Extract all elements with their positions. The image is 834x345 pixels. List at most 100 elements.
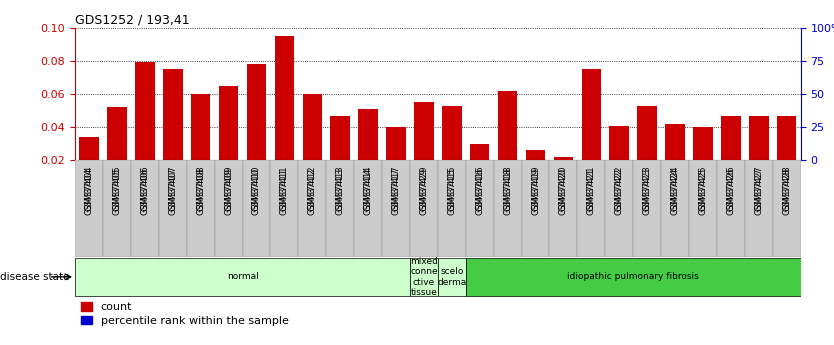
Text: GSM37411: GSM37411 [280, 165, 289, 211]
Bar [666, 124, 685, 194]
FancyBboxPatch shape [187, 160, 214, 257]
Bar [498, 91, 517, 194]
FancyBboxPatch shape [326, 160, 354, 257]
FancyBboxPatch shape [438, 258, 465, 296]
FancyBboxPatch shape [550, 160, 577, 257]
Bar [637, 106, 657, 194]
FancyBboxPatch shape [521, 160, 550, 257]
Text: GSM37426: GSM37426 [726, 168, 736, 215]
FancyBboxPatch shape [75, 160, 103, 257]
Text: GSM37420: GSM37420 [559, 165, 568, 211]
Bar [721, 190, 741, 194]
Bar [637, 189, 657, 194]
Bar [330, 190, 350, 194]
Text: GSM37415: GSM37415 [447, 168, 456, 215]
Text: GSM37427: GSM37427 [754, 168, 763, 215]
Text: idiopathic pulmonary fibrosis: idiopathic pulmonary fibrosis [567, 272, 699, 282]
Text: GSM37410: GSM37410 [252, 165, 261, 211]
Text: GSM37419: GSM37419 [531, 168, 540, 215]
Bar [581, 187, 601, 194]
Text: GSM37404: GSM37404 [84, 165, 93, 211]
Text: GDS1252 / 193,41: GDS1252 / 193,41 [75, 13, 189, 27]
Bar [107, 190, 127, 194]
Bar [777, 116, 796, 194]
Text: GSM37407: GSM37407 [168, 168, 178, 215]
Bar [777, 190, 796, 194]
FancyBboxPatch shape [75, 258, 410, 296]
FancyBboxPatch shape [717, 160, 745, 257]
Bar [470, 144, 490, 194]
Bar [414, 190, 434, 194]
Bar [414, 102, 434, 194]
Text: GSM37425: GSM37425 [698, 165, 707, 211]
Bar [135, 189, 154, 194]
Text: GSM37424: GSM37424 [671, 165, 680, 211]
Text: GSM37428: GSM37428 [782, 168, 791, 215]
Bar [386, 190, 406, 194]
Text: disease state: disease state [0, 272, 69, 282]
FancyBboxPatch shape [633, 160, 661, 257]
Bar [693, 190, 713, 194]
Text: GSM37409: GSM37409 [224, 168, 233, 215]
FancyBboxPatch shape [438, 160, 465, 257]
Bar [554, 157, 573, 194]
Text: GSM37413: GSM37413 [335, 165, 344, 211]
Text: GSM37422: GSM37422 [615, 168, 624, 215]
Bar [498, 189, 517, 194]
Text: GSM37408: GSM37408 [196, 165, 205, 211]
Bar [442, 189, 461, 194]
Bar [79, 190, 98, 194]
FancyBboxPatch shape [605, 160, 633, 257]
FancyBboxPatch shape [382, 160, 410, 257]
Bar [359, 109, 378, 194]
Text: GSM37414: GSM37414 [364, 165, 373, 211]
Bar [693, 127, 713, 194]
FancyBboxPatch shape [410, 258, 438, 296]
Bar [442, 106, 461, 194]
Text: GSM37417: GSM37417 [391, 168, 400, 215]
Bar [163, 69, 183, 194]
FancyBboxPatch shape [158, 160, 187, 257]
Text: GSM37420: GSM37420 [559, 168, 568, 215]
Text: GSM37418: GSM37418 [503, 168, 512, 215]
Text: GSM37414: GSM37414 [364, 168, 373, 215]
Bar [303, 190, 322, 194]
Bar [135, 62, 154, 194]
FancyBboxPatch shape [773, 160, 801, 257]
Text: GSM37421: GSM37421 [587, 165, 595, 211]
Bar [247, 189, 266, 194]
Bar [107, 107, 127, 194]
FancyBboxPatch shape [494, 160, 521, 257]
Text: GSM37416: GSM37416 [475, 168, 485, 215]
FancyBboxPatch shape [465, 160, 494, 257]
Text: mixed
conne
ctive
tissue: mixed conne ctive tissue [410, 257, 438, 297]
Text: GSM37410: GSM37410 [252, 168, 261, 215]
Bar [470, 190, 490, 194]
FancyBboxPatch shape [270, 160, 299, 257]
Text: GSM37428: GSM37428 [782, 165, 791, 211]
Text: GSM37409: GSM37409 [224, 165, 233, 211]
Text: GSM37408: GSM37408 [196, 168, 205, 215]
Bar [554, 189, 573, 194]
Text: GSM37424: GSM37424 [671, 168, 680, 215]
Bar [79, 137, 98, 194]
Bar [525, 150, 545, 194]
Text: GSM37415: GSM37415 [447, 165, 456, 211]
Bar [525, 189, 545, 194]
Text: GSM37413: GSM37413 [335, 168, 344, 215]
Text: GSM37412: GSM37412 [308, 165, 317, 211]
FancyBboxPatch shape [103, 160, 131, 257]
Text: GSM37405: GSM37405 [113, 168, 122, 215]
FancyBboxPatch shape [689, 160, 717, 257]
Bar [247, 64, 266, 194]
Text: GSM37429: GSM37429 [420, 165, 429, 211]
FancyBboxPatch shape [577, 160, 605, 257]
Bar [274, 189, 294, 194]
Bar [219, 86, 239, 194]
Bar [274, 36, 294, 194]
Bar [610, 126, 629, 194]
Legend: count, percentile rank within the sample: count, percentile rank within the sample [81, 302, 289, 326]
Text: GSM37404: GSM37404 [84, 168, 93, 215]
Text: GSM37426: GSM37426 [726, 165, 736, 211]
Bar [163, 189, 183, 194]
